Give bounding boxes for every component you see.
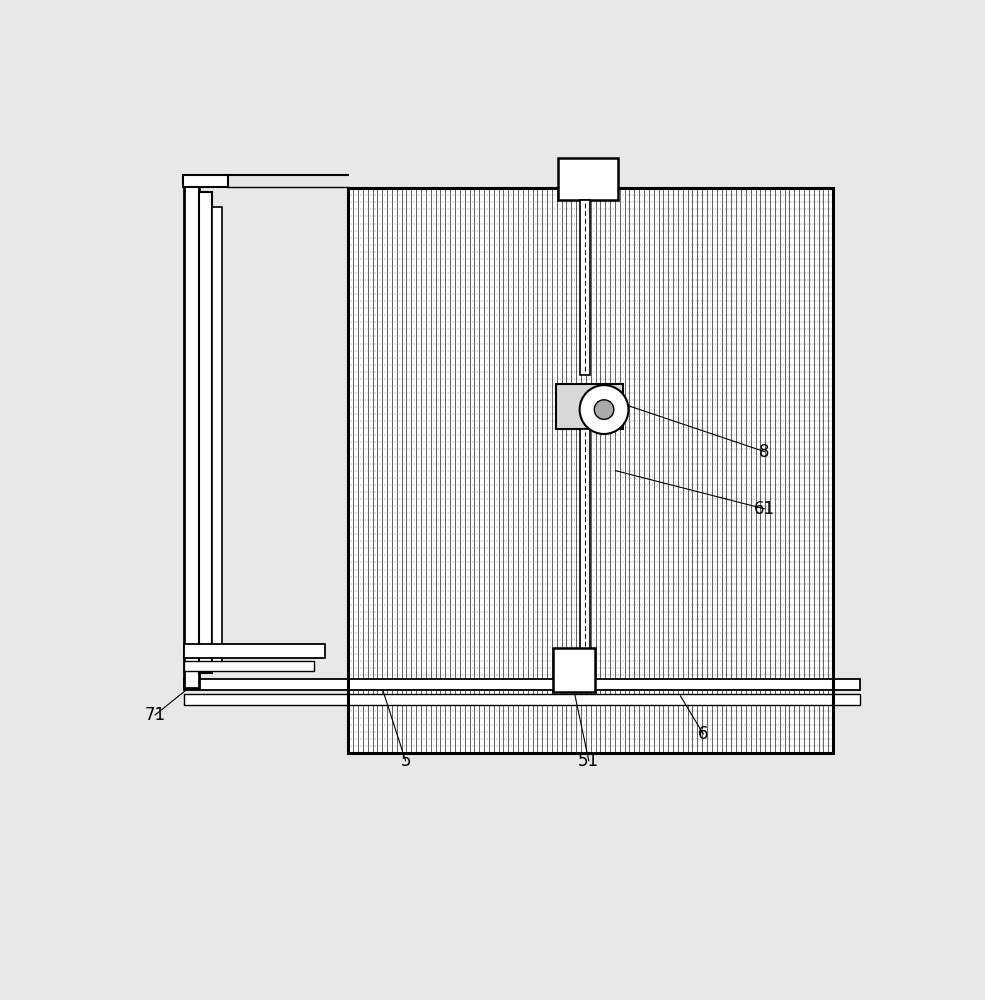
Bar (199, 192, 212, 673)
Bar (182, 175, 229, 187)
Circle shape (579, 385, 628, 434)
Bar (579, 200, 590, 375)
Bar (553, 648, 595, 692)
Text: 61: 61 (754, 500, 775, 518)
Bar (184, 661, 314, 671)
Bar (184, 694, 860, 705)
Bar (349, 188, 833, 753)
Bar (349, 188, 833, 753)
Bar (579, 429, 590, 650)
Text: 8: 8 (759, 443, 769, 461)
Bar (558, 158, 618, 200)
Text: 51: 51 (578, 752, 599, 770)
Text: 6: 6 (698, 725, 708, 743)
Bar (184, 679, 860, 690)
Bar (212, 207, 223, 665)
Bar (184, 644, 325, 658)
Bar (184, 184, 199, 688)
Text: 71: 71 (145, 706, 165, 724)
Circle shape (594, 400, 614, 419)
Text: 5: 5 (400, 752, 411, 770)
Bar (556, 384, 624, 429)
